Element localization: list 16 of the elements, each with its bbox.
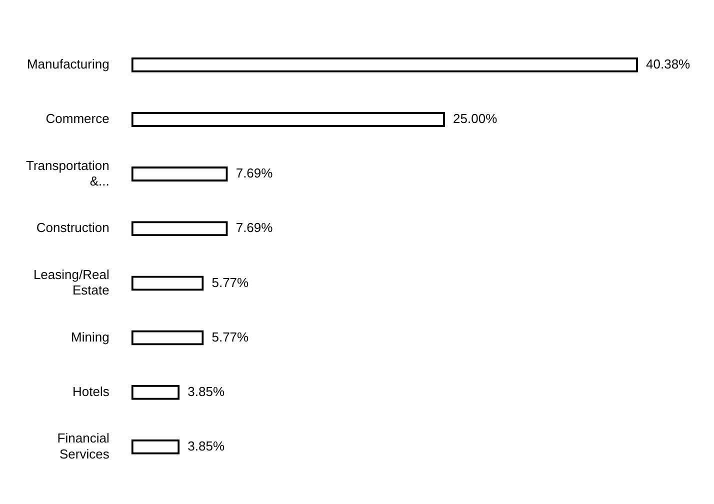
data-label: 3.85%: [188, 384, 225, 399]
data-label: 40.38%: [646, 56, 691, 72]
data-label: 5.77%: [212, 274, 250, 290]
y-tick-label: Transportation &...: [26, 158, 110, 188]
data-label: 25.00%: [453, 111, 498, 126]
y-tick-label: Commerce: [46, 111, 110, 126]
y-tick-label: Mining: [71, 329, 110, 344]
data-label: 7.69%: [236, 220, 274, 236]
data-label: 5.77%: [212, 329, 250, 344]
y-tick-label: Manufacturing: [26, 56, 110, 72]
data-label: 7.69%: [236, 166, 274, 181]
y-tick-label: Construction: [36, 220, 110, 236]
y-tick-label: Hotels: [72, 384, 110, 399]
data-label: 3.85%: [188, 438, 225, 454]
y-tick-label: Financial Services: [57, 430, 110, 462]
y-tick-label: Leasing/Real Estate: [33, 266, 110, 298]
